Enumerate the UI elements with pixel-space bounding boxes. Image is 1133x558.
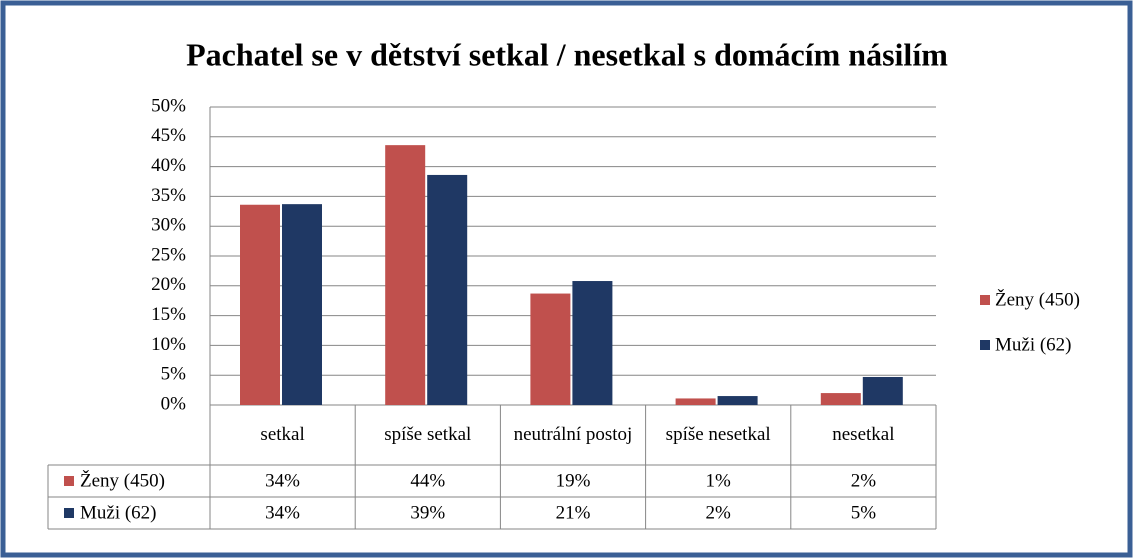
table-value: 34% [265,502,300,523]
table-value: 5% [851,502,877,523]
y-tick-label: 40% [151,155,186,176]
table-series-name: Muži (62) [80,502,157,523]
x-tick-label: setkal [260,424,305,445]
legend-label: Ženy (450) [995,288,1080,310]
legend-label: Muži (62) [995,334,1072,355]
table-value: 39% [410,502,445,523]
bar [572,281,613,405]
x-tick-label-box: nesetkal [832,424,895,445]
x-tick-label: spíše setkal [384,424,472,445]
bar [862,376,903,405]
y-tick-label: 20% [151,274,186,295]
bar [717,396,758,405]
y-tick-label: 5% [161,364,187,385]
bar [385,145,426,406]
table-value: 19% [556,470,591,491]
bar [530,293,571,405]
y-tick-label: 0% [161,393,187,414]
bar [675,398,716,405]
legend-key [980,340,990,350]
chart-title: Pachatel se v dětství setkal / nesetkal … [186,36,948,72]
bar [282,204,322,405]
x-tick-label-box: spíše setkal [384,424,472,445]
y-tick-label: 15% [151,304,186,325]
x-tick-label-box: neutrální postoj [513,424,633,445]
y-tick-label: 35% [151,185,186,206]
table-value: 34% [265,470,300,491]
table-legend-key [64,476,74,486]
y-tick-label: 10% [151,334,186,355]
x-tick-label: nesetkal [832,424,895,445]
table-legend-key [64,508,74,518]
bar [240,204,280,405]
y-tick-label: 50% [151,95,186,116]
x-tick-label: spíše nesetkal [665,424,771,445]
table-value: 1% [706,470,732,491]
y-tick-label: 25% [151,244,186,265]
table-value: 2% [851,470,877,491]
bar [820,393,861,405]
y-tick-label: 30% [151,215,186,236]
x-tick-label-box: setkal [260,424,305,445]
table-value: 44% [410,470,445,491]
x-tick-label: neutrální postoj [513,424,633,445]
legend-key [980,295,990,305]
table-value: 2% [706,502,732,523]
bar [427,174,468,405]
x-tick-label-box: spíše nesetkal [665,424,771,445]
y-tick-label: 45% [151,125,186,146]
table-value: 21% [556,502,591,523]
table-series-name: Ženy (450) [80,469,165,491]
